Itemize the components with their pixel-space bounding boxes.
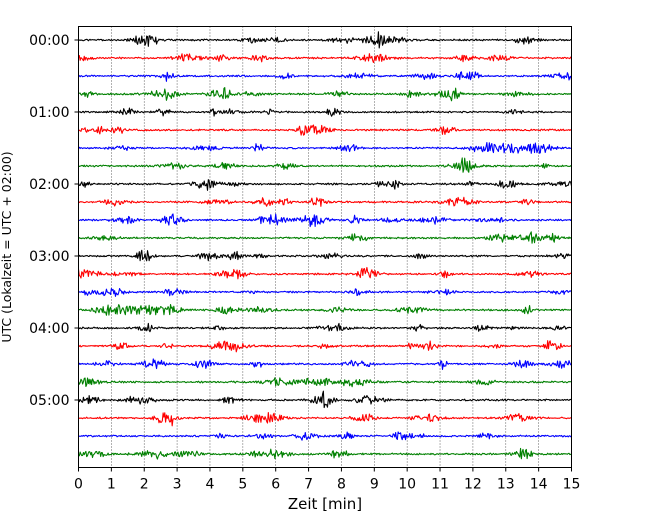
x-tick-label: 14 bbox=[530, 477, 548, 493]
x-tick-label: 2 bbox=[140, 477, 149, 493]
y-axis-ticks: 00:00 01:00 02:00 03:00 04:00 05:00 bbox=[29, 33, 79, 409]
trace-0000 bbox=[78, 31, 572, 49]
y-tick-label: 04:00 bbox=[29, 321, 69, 337]
trace-0300 bbox=[78, 249, 572, 262]
y-axis-label: UTC (Lokalzeit = UTC + 02:00) bbox=[0, 151, 14, 342]
y-tick-label: 02:00 bbox=[29, 177, 69, 193]
trace-0430 bbox=[78, 358, 572, 370]
x-tick-label: 12 bbox=[464, 477, 482, 493]
trace-0130 bbox=[78, 142, 572, 154]
trace-0445 bbox=[77, 377, 572, 388]
trace-0230 bbox=[78, 213, 572, 228]
x-tick-label: 3 bbox=[173, 477, 182, 493]
trace-0345 bbox=[78, 304, 572, 316]
trace-0545 bbox=[78, 447, 572, 460]
x-axis-ticks: 0 1 2 3 4 5 6 7 8 9 10 11 12 13 14 15 bbox=[74, 467, 581, 493]
trace-0315 bbox=[77, 266, 572, 280]
trace-0215 bbox=[78, 196, 572, 207]
trace-0530 bbox=[78, 431, 572, 441]
trace-0115 bbox=[78, 124, 572, 136]
trace-0100 bbox=[78, 107, 572, 117]
trace-layer bbox=[77, 31, 573, 460]
x-axis-label: Zeit [min] bbox=[288, 495, 362, 513]
trace-0145 bbox=[78, 157, 572, 173]
x-tick-label: 11 bbox=[431, 477, 449, 493]
x-tick-label: 9 bbox=[370, 477, 379, 493]
trace-0515 bbox=[78, 411, 572, 427]
y-tick-label: 05:00 bbox=[29, 393, 69, 409]
x-tick-label: 0 bbox=[74, 477, 83, 493]
trace-0415 bbox=[78, 340, 572, 353]
trace-0045 bbox=[78, 87, 572, 102]
trace-0245 bbox=[78, 231, 572, 244]
x-tick-label: 8 bbox=[337, 477, 346, 493]
trace-0200 bbox=[77, 179, 573, 191]
plot-background bbox=[78, 26, 572, 468]
trace-0400 bbox=[78, 322, 572, 333]
trace-0030 bbox=[78, 71, 573, 82]
x-tick-label: 1 bbox=[107, 477, 116, 493]
trace-0015 bbox=[77, 53, 572, 64]
plot-frame bbox=[78, 26, 572, 468]
x-tick-label: 7 bbox=[304, 477, 313, 493]
x-tick-label: 4 bbox=[206, 477, 215, 493]
x-tick-label: 5 bbox=[238, 477, 247, 493]
trace-0330 bbox=[78, 288, 572, 297]
x-tick-label: 6 bbox=[271, 477, 280, 493]
trace-0500 bbox=[77, 390, 572, 409]
x-tick-label: 10 bbox=[398, 477, 416, 493]
y-tick-label: 03:00 bbox=[29, 249, 69, 265]
x-tick-label: 13 bbox=[497, 477, 515, 493]
x-tick-label: 15 bbox=[563, 477, 581, 493]
y-tick-label: 00:00 bbox=[29, 33, 69, 49]
y-tick-label: 01:00 bbox=[29, 105, 69, 121]
